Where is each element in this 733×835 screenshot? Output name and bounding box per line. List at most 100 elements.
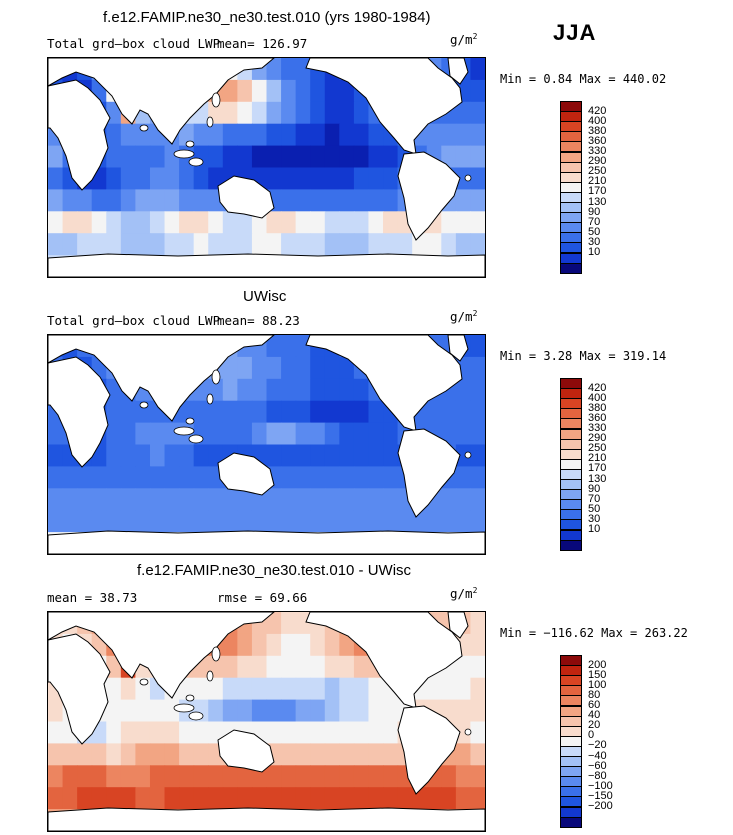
- field-cell: [179, 189, 195, 212]
- field-cell: [120, 400, 136, 424]
- field-cell: [426, 510, 442, 533]
- field-cell: [164, 787, 180, 810]
- colorbar-label: 10: [588, 246, 601, 258]
- field-cell: [179, 444, 195, 467]
- field-cell: [193, 721, 209, 744]
- field-cell: [237, 400, 253, 424]
- field-cell: [266, 488, 282, 511]
- panel3-mean-label: mean = 38.73: [47, 590, 138, 605]
- field-cell: [91, 189, 107, 212]
- field-cell: [120, 765, 136, 788]
- field-cell: [164, 721, 180, 744]
- field-cell: [237, 699, 253, 723]
- field-cell: [266, 356, 282, 380]
- field-cell: [120, 211, 136, 234]
- field-cell: [208, 444, 224, 467]
- field-cell: [237, 510, 253, 533]
- field-cell: [353, 189, 370, 212]
- field-cell: [353, 211, 370, 234]
- field-cell: [441, 677, 457, 701]
- field-cell: [77, 233, 93, 256]
- field-cell: [455, 655, 472, 679]
- field-cell: [77, 466, 93, 489]
- field-cell: [62, 510, 78, 533]
- continent-outline: [397, 428, 461, 518]
- field-cell: [266, 444, 282, 467]
- field-cell: [470, 488, 485, 511]
- field-cell: [149, 765, 166, 788]
- field-cell: [295, 612, 311, 635]
- field-cell: [149, 699, 166, 723]
- field-cell: [383, 211, 399, 234]
- field-cell: [48, 488, 64, 511]
- field-cell: [470, 444, 485, 467]
- field-cell: [426, 400, 442, 424]
- panel2-map: [47, 334, 486, 555]
- field-cell: [324, 101, 340, 125]
- field-cell: [324, 189, 340, 212]
- field-cell: [164, 488, 180, 511]
- field-cell: [441, 233, 457, 256]
- field-cell: [164, 167, 180, 190]
- field-cell: [222, 633, 238, 657]
- panel3-colorbar: 200 150 100 80 60 40 20 0 −20 −40 −60 −80 −100 −150 −2…: [560, 655, 620, 828]
- field-cell: [383, 444, 399, 467]
- field-cell: [368, 677, 384, 701]
- field-cell: [310, 765, 326, 788]
- field-cell: [266, 167, 282, 190]
- field-cell: [470, 189, 485, 212]
- field-cell: [208, 167, 224, 190]
- field-cell: [164, 743, 180, 766]
- colorbar-label: 380: [588, 124, 607, 137]
- colorbar-label: 150: [588, 668, 607, 681]
- field-cell: [470, 633, 485, 657]
- panel3-minmax: Min = −116.62 Max = 263.22: [500, 626, 688, 640]
- panel1-mean-label: mean= 126.97: [217, 36, 308, 51]
- field-cell: [193, 488, 209, 511]
- field-cell: [295, 233, 311, 256]
- field-cell: [324, 677, 340, 701]
- field-cell: [281, 743, 297, 766]
- field-cell: [310, 400, 326, 424]
- field-cell: [324, 79, 340, 103]
- field-cell: [339, 466, 355, 489]
- field-cell: [251, 699, 268, 723]
- field-cell: [237, 488, 253, 511]
- field-cell: [222, 123, 238, 147]
- field-cell: [120, 444, 136, 467]
- field-cell: [339, 765, 355, 788]
- panel1-minmax: Min = 0.84 Max = 440.02: [500, 72, 667, 86]
- colorbar-label: −200: [588, 800, 613, 812]
- field-cell: [193, 787, 209, 810]
- field-cell: [62, 189, 78, 212]
- field-cell: [295, 189, 311, 212]
- field-cell: [237, 633, 253, 657]
- field-cell: [222, 422, 238, 446]
- field-cell: [222, 233, 238, 256]
- field-cell: [120, 123, 136, 147]
- field-cell: [339, 400, 355, 424]
- field-cell: [368, 699, 384, 723]
- field-cell: [266, 233, 282, 256]
- field-cell: [135, 787, 151, 810]
- field-cell: [251, 422, 268, 446]
- field-cell: [353, 655, 370, 679]
- field-cell: [324, 145, 340, 169]
- field-cell: [281, 787, 297, 810]
- field-cell: [353, 233, 370, 256]
- field-cell: [310, 655, 326, 679]
- field-cell: [120, 743, 136, 766]
- field-cell: [222, 699, 238, 723]
- field-cell: [455, 189, 472, 212]
- colorbar-label: 30: [588, 512, 601, 525]
- colorbar-label: 170: [588, 185, 607, 198]
- colorbar-swatch: [560, 262, 582, 274]
- field-cell: [106, 400, 122, 424]
- field-cell: [62, 488, 78, 511]
- field-cell: [353, 378, 370, 402]
- field-cell: [470, 721, 485, 744]
- field-cell: [208, 721, 224, 744]
- field-cell: [281, 510, 297, 533]
- field-cell: [164, 233, 180, 256]
- field-cell: [383, 145, 399, 169]
